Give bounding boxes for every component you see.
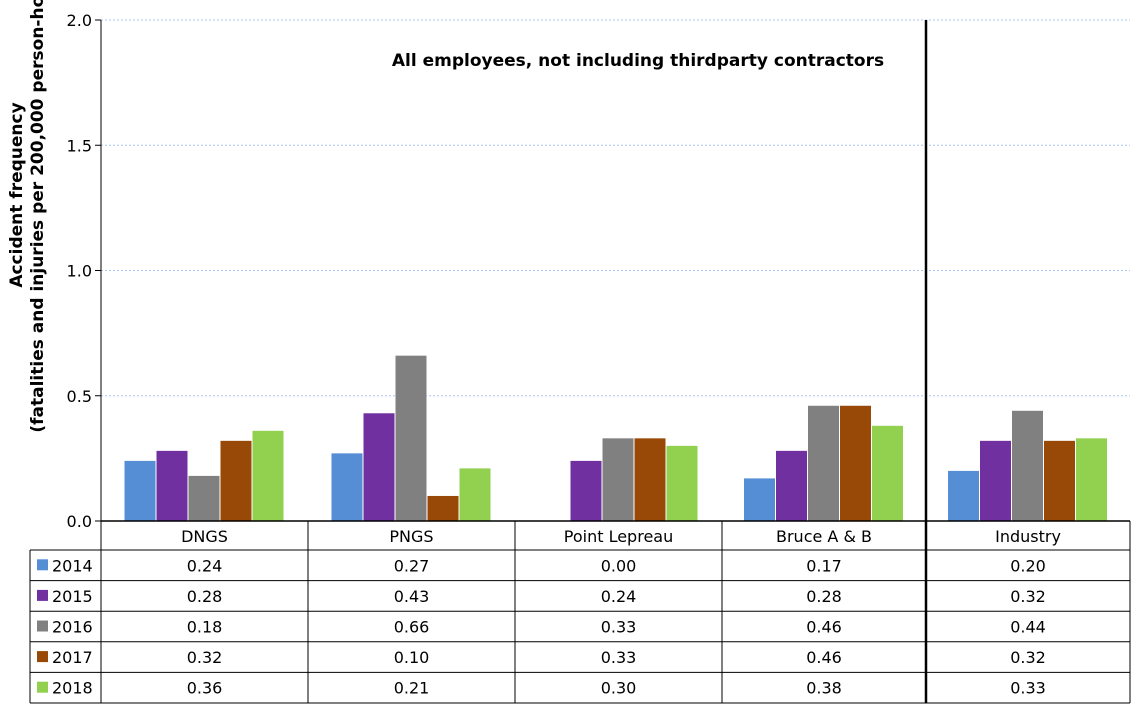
bar-bruce-a-b-2014 [744,478,775,521]
y-tick-label: 0.5 [67,387,92,406]
legend-label-2016: 2016 [52,618,93,637]
data-label-2016-industry: 0.44 [1010,618,1046,637]
legend-key-2017 [37,651,48,663]
legend-label-2015: 2015 [52,587,93,606]
y-tick-label: 0.0 [67,512,92,531]
data-label-2016-point-lepreau: 0.33 [601,618,637,637]
data-table: DNGS PNGS Point Lepreau Bruce A & B Industry… [29,520,1131,704]
data-label-2014-pngs: 0.27 [394,556,430,575]
data-label-2017-dngs: 0.32 [187,648,223,667]
data-label-2018-bruce-a-b: 0.38 [806,679,842,698]
y-tick-label: 1.5 [67,136,92,155]
bars [124,355,1107,521]
legend-key-2018 [37,681,48,693]
data-label-2018-industry: 0.33 [1010,679,1046,698]
category-label-bruce-a-b: Bruce A & B [776,527,872,546]
bar-industry-2018 [1076,438,1107,521]
data-label-2016-bruce-a-b: 0.46 [806,618,842,637]
data-label-2014-industry: 0.20 [1010,556,1046,575]
data-label-2016-dngs: 0.18 [187,618,223,637]
data-label-2017-industry: 0.32 [1010,648,1046,667]
data-label-2018-pngs: 0.21 [394,679,430,698]
y-axis-label-line2: (fatalities and injuries per 200,000 per… [28,0,48,433]
data-label-2017-point-lepreau: 0.33 [601,648,637,667]
gridlines [101,19,1130,397]
bar-pngs-2017 [427,495,459,521]
data-label-2014-bruce-a-b: 0.17 [806,556,842,575]
data-label-2015-pngs: 0.43 [394,587,430,606]
y-axis-label: Accident frequency (fatalities and injur… [7,0,48,433]
data-label-2015-point-lepreau: 0.24 [601,587,637,606]
y-axis-ticks: 0.0 0.5 1.0 1.5 2.0 [67,11,101,531]
y-tick-label: 2.0 [67,11,92,30]
data-label-2014-dngs: 0.24 [187,556,223,575]
bar-industry-2015 [980,440,1011,521]
bar-industry-2016 [1012,410,1043,521]
data-label-2018-point-lepreau: 0.30 [601,679,637,698]
bar-dngs-2015 [156,450,188,521]
legend-key-2016 [37,620,48,632]
bar-point-lepreau-2015 [570,460,602,521]
category-label-point-lepreau: Point Lepreau [564,527,673,546]
legend-label-2014: 2014 [52,556,93,575]
bar-dngs-2018 [252,430,284,521]
legend-key-2015 [37,589,48,601]
bar-point-lepreau-2018 [666,445,698,521]
bar-industry-2014 [948,470,979,521]
chart-annotation: All employees, not including thirdparty … [392,51,884,71]
legend-label-2018: 2018 [52,679,93,698]
legend-label-2017: 2017 [52,648,93,667]
data-label-2018-dngs: 0.36 [187,679,223,698]
category-label-pngs: PNGS [389,527,433,546]
data-label-2015-dngs: 0.28 [187,587,223,606]
data-label-2015-bruce-a-b: 0.28 [806,587,842,606]
bar-dngs-2014 [124,460,156,521]
y-tick-label: 1.0 [67,262,92,281]
bar-bruce-a-b-2017 [840,405,871,521]
bar-dngs-2017 [220,440,252,521]
bar-dngs-2016 [188,475,220,521]
data-label-2017-pngs: 0.10 [394,648,430,667]
data-label-2017-bruce-a-b: 0.46 [806,648,842,667]
bar-industry-2017 [1044,440,1075,521]
category-label-industry: Industry [995,527,1061,546]
data-label-2015-industry: 0.32 [1010,587,1046,606]
bar-point-lepreau-2016 [602,438,634,521]
bar-bruce-a-b-2016 [808,405,839,521]
bar-pngs-2015 [363,413,395,521]
bar-pngs-2014 [331,453,363,521]
bar-point-lepreau-2017 [634,438,666,521]
bar-pngs-2016 [395,355,427,521]
data-label-2014-point-lepreau: 0.00 [601,556,637,575]
category-label-dngs: DNGS [181,527,228,546]
data-label-2016-pngs: 0.66 [394,618,430,637]
legend-key-2014 [37,559,48,571]
bar-bruce-a-b-2018 [872,425,903,521]
bar-pngs-2018 [459,468,491,521]
bar-bruce-a-b-2015 [776,450,807,521]
y-axis-label-line1: Accident frequency [7,102,27,287]
